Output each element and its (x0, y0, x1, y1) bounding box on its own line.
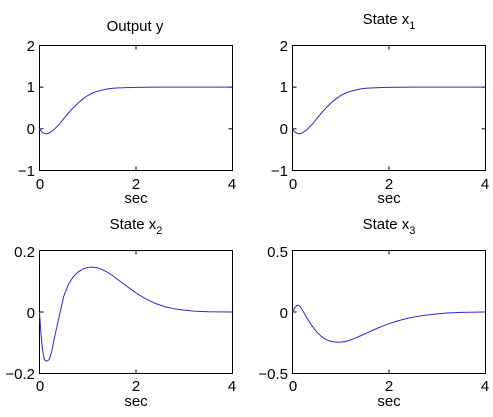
series-line (39, 266, 233, 362)
y-tick-label: 0 (280, 121, 288, 138)
axis-ticks (292, 250, 486, 374)
y-tick-label: 0 (27, 305, 35, 322)
y-tick-label: 2 (27, 38, 35, 55)
y-tick-label: −1 (18, 163, 35, 180)
plot-area (39, 250, 233, 374)
y-tick-label: 0.2 (14, 244, 35, 261)
chart-title: State x2 (110, 216, 163, 237)
x-tick-label: 4 (481, 176, 489, 193)
y-tick-label: −1 (271, 163, 288, 180)
x-tick-label: 2 (132, 378, 140, 395)
x-tick-label: 4 (228, 176, 236, 193)
subplot-state-x2: State x2 0 2 4 −0.2 0 0.2 sec (5, 216, 236, 410)
subplot-output-y: Output y 0 2 4 −1 0 1 2 sec (18, 18, 236, 207)
y-tick-label: −0.2 (5, 366, 35, 383)
plot-area (292, 45, 486, 171)
x-tick-label: 4 (228, 378, 236, 395)
x-axis-label: sec (377, 393, 401, 410)
x-tick-label: 2 (385, 176, 393, 193)
x-axis-label: sec (377, 190, 401, 207)
axis-ticks (292, 45, 486, 171)
plot-area (39, 45, 233, 171)
y-tick-label: 0 (280, 305, 288, 322)
chart-title: Output y (107, 18, 164, 35)
x-axis-label: sec (124, 190, 148, 207)
x-tick-label: 2 (132, 176, 140, 193)
x-tick-label: 0 (289, 378, 297, 395)
series-line (292, 304, 486, 343)
y-tick-label: 1 (27, 79, 35, 96)
y-tick-label: 1 (280, 79, 288, 96)
series-line (292, 86, 486, 135)
x-axis-label: sec (124, 393, 148, 410)
x-tick-label: 2 (385, 378, 393, 395)
axis-ticks (39, 45, 233, 171)
series-line (39, 86, 233, 135)
y-tick-label: 2 (280, 38, 288, 55)
subplot-state-x1: State x1 0 2 4 −1 0 1 2 sec (271, 11, 489, 207)
axis-ticks (39, 250, 233, 374)
subplot-state-x3: State x3 0 2 4 −0.5 0 0.5 sec (258, 216, 489, 410)
chart-title: State x3 (363, 216, 416, 237)
y-tick-label: 0 (27, 121, 35, 138)
chart-title: State x1 (363, 11, 416, 32)
x-tick-label: 0 (36, 378, 44, 395)
plot-area (292, 250, 486, 374)
y-tick-label: 0.5 (267, 244, 288, 261)
y-tick-label: −0.5 (258, 366, 288, 383)
x-tick-label: 0 (289, 176, 297, 193)
x-tick-label: 4 (481, 378, 489, 395)
x-tick-label: 0 (36, 176, 44, 193)
